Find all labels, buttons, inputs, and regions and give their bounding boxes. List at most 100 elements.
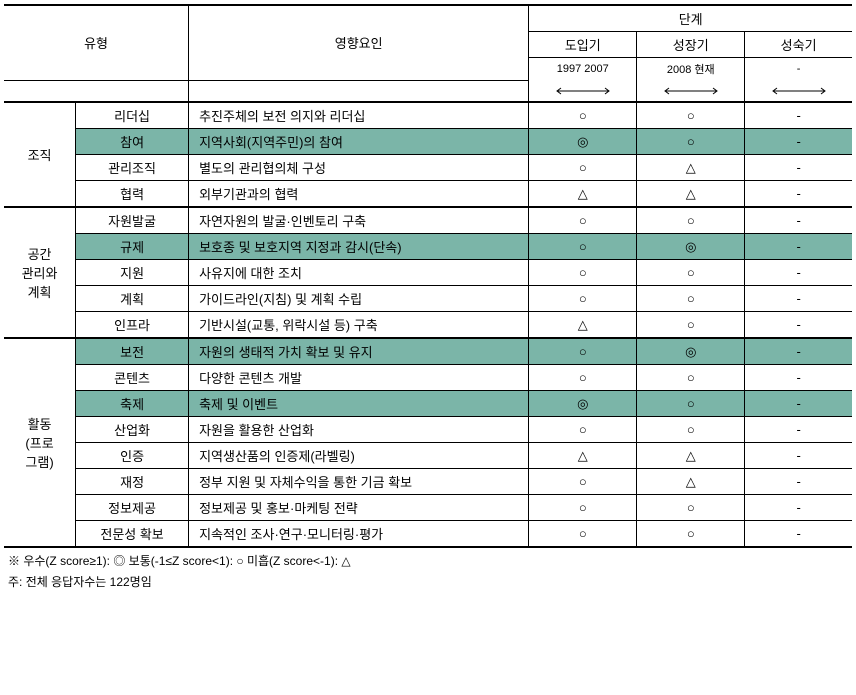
stage-maturity-cell: - [745,443,852,469]
stage-maturity-cell: - [745,129,852,155]
stage-intro-cell: ○ [529,469,637,495]
footnote-legend: ※ 우수(Z score≥1): ◎ 보통(-1≤Z score<1): ○ 미… [4,552,852,569]
stage-growth-cell: ○ [637,391,745,417]
factor-cell: 가이드라인(지침) 및 계획 수립 [189,286,529,312]
table-row: 인증지역생산품의 인증제(라벨링)△△- [4,443,852,469]
header-growth: 성장기 [637,32,745,58]
factor-cell: 지역생산품의 인증제(라벨링) [189,443,529,469]
factor-cell: 자원의 생태적 가치 확보 및 유지 [189,338,529,365]
stage-maturity-cell: - [745,417,852,443]
table-row: 조직리더십추진주체의 보전 의지와 리더십○○- [4,102,852,129]
factor-cell: 별도의 관리협의체 구성 [189,155,529,181]
stage-maturity-cell: - [745,495,852,521]
table-row: 축제축제 및 이벤트◎○- [4,391,852,417]
subtype-cell: 보전 [76,338,189,365]
subtype-cell: 정보제공 [76,495,189,521]
subtype-cell: 리더십 [76,102,189,129]
subtype-cell: 참여 [76,129,189,155]
table-row: 인프라기반시설(교통, 위락시설 등) 구축△○- [4,312,852,339]
table-row: 관리조직별도의 관리협의체 구성○△- [4,155,852,181]
stage-intro-cell: ○ [529,521,637,548]
stage-maturity-cell: - [745,521,852,548]
stage-intro-cell: ○ [529,102,637,129]
factor-cell: 축제 및 이벤트 [189,391,529,417]
header-intro-period: 1997 2007 [529,58,637,81]
group-label: 공간 관리와 계획 [4,207,76,338]
table-row: 참여지역사회(지역주민)의 참여◎○- [4,129,852,155]
stage-maturity-cell: - [745,391,852,417]
stage-intro-cell: ○ [529,365,637,391]
stage-maturity-cell: - [745,365,852,391]
stage-growth-cell: ○ [637,495,745,521]
double-arrow-icon [553,87,613,95]
subtype-cell: 협력 [76,181,189,208]
stage-intro-cell: ○ [529,417,637,443]
table-row: 콘텐츠다양한 콘텐츠 개발○○- [4,365,852,391]
stage-growth-cell: ○ [637,521,745,548]
table-row: 공간 관리와 계획자원발굴자연자원의 발굴·인벤토리 구축○○- [4,207,852,234]
subtype-cell: 규제 [76,234,189,260]
stage-growth-cell: △ [637,443,745,469]
stage-intro-cell: △ [529,443,637,469]
subtype-cell: 지원 [76,260,189,286]
stage-growth-cell: △ [637,155,745,181]
subtype-cell: 재정 [76,469,189,495]
stage-growth-cell: △ [637,181,745,208]
stage-intro-cell: ○ [529,155,637,181]
subtype-cell: 계획 [76,286,189,312]
header-stage: 단계 [529,5,852,32]
stage-growth-cell: ○ [637,260,745,286]
factor-cell: 기반시설(교통, 위락시설 등) 구축 [189,312,529,339]
footnote-note: 주: 전체 응답자수는 122명임 [4,573,852,590]
factor-cell: 외부기관과의 협력 [189,181,529,208]
stage-maturity-cell: - [745,155,852,181]
stage-intro-cell: ○ [529,234,637,260]
double-arrow-icon [661,87,721,95]
stage-maturity-cell: - [745,102,852,129]
header-growth-period: 2008 현재 [637,58,745,81]
stage-growth-cell: ○ [637,312,745,339]
table-row: 협력외부기관과의 협력△△- [4,181,852,208]
stage-growth-cell: ○ [637,286,745,312]
stage-growth-cell: ◎ [637,338,745,365]
table-row: 재정정부 지원 및 자체수익을 통한 기금 확보○△- [4,469,852,495]
stage-maturity-cell: - [745,469,852,495]
subtype-cell: 인증 [76,443,189,469]
factor-cell: 추진주체의 보전 의지와 리더십 [189,102,529,129]
stage-intro-cell: ○ [529,286,637,312]
group-label: 조직 [4,102,76,207]
header-factor: 영향요인 [189,5,529,80]
header-type: 유형 [4,5,189,80]
table-row: 산업화자원을 활용한 산업화○○- [4,417,852,443]
stage-growth-cell: ○ [637,207,745,234]
subtype-cell: 산업화 [76,417,189,443]
stage-intro-cell: ○ [529,495,637,521]
factor-cell: 지역사회(지역주민)의 참여 [189,129,529,155]
header-maturity: 성숙기 [745,32,852,58]
stage-growth-cell: ◎ [637,234,745,260]
stage-maturity-cell: - [745,207,852,234]
subtype-cell: 콘텐츠 [76,365,189,391]
factor-cell: 다양한 콘텐츠 개발 [189,365,529,391]
stage-growth-cell: ○ [637,102,745,129]
stage-growth-cell: △ [637,469,745,495]
stage-intro-cell: ○ [529,338,637,365]
stage-growth-cell: ○ [637,417,745,443]
stage-intro-cell: △ [529,181,637,208]
table-row: 지원사유지에 대한 조치○○- [4,260,852,286]
group-label: 활동 (프로 그램) [4,338,76,547]
subtype-cell: 축제 [76,391,189,417]
factor-cell: 정부 지원 및 자체수익을 통한 기금 확보 [189,469,529,495]
arrow-maturity [745,80,852,102]
subtype-cell: 전문성 확보 [76,521,189,548]
subtype-cell: 인프라 [76,312,189,339]
stage-growth-cell: ○ [637,365,745,391]
arrow-growth [637,80,745,102]
factor-stage-table: 유형 영향요인 단계 도입기 성장기 성숙기 1997 2007 2008 현재… [4,4,852,548]
table-row: 전문성 확보지속적인 조사·연구·모니터링·평가○○- [4,521,852,548]
factor-cell: 사유지에 대한 조치 [189,260,529,286]
stage-intro-cell: ◎ [529,129,637,155]
header-spacer2 [189,80,529,102]
factor-cell: 자원을 활용한 산업화 [189,417,529,443]
factor-cell: 자연자원의 발굴·인벤토리 구축 [189,207,529,234]
